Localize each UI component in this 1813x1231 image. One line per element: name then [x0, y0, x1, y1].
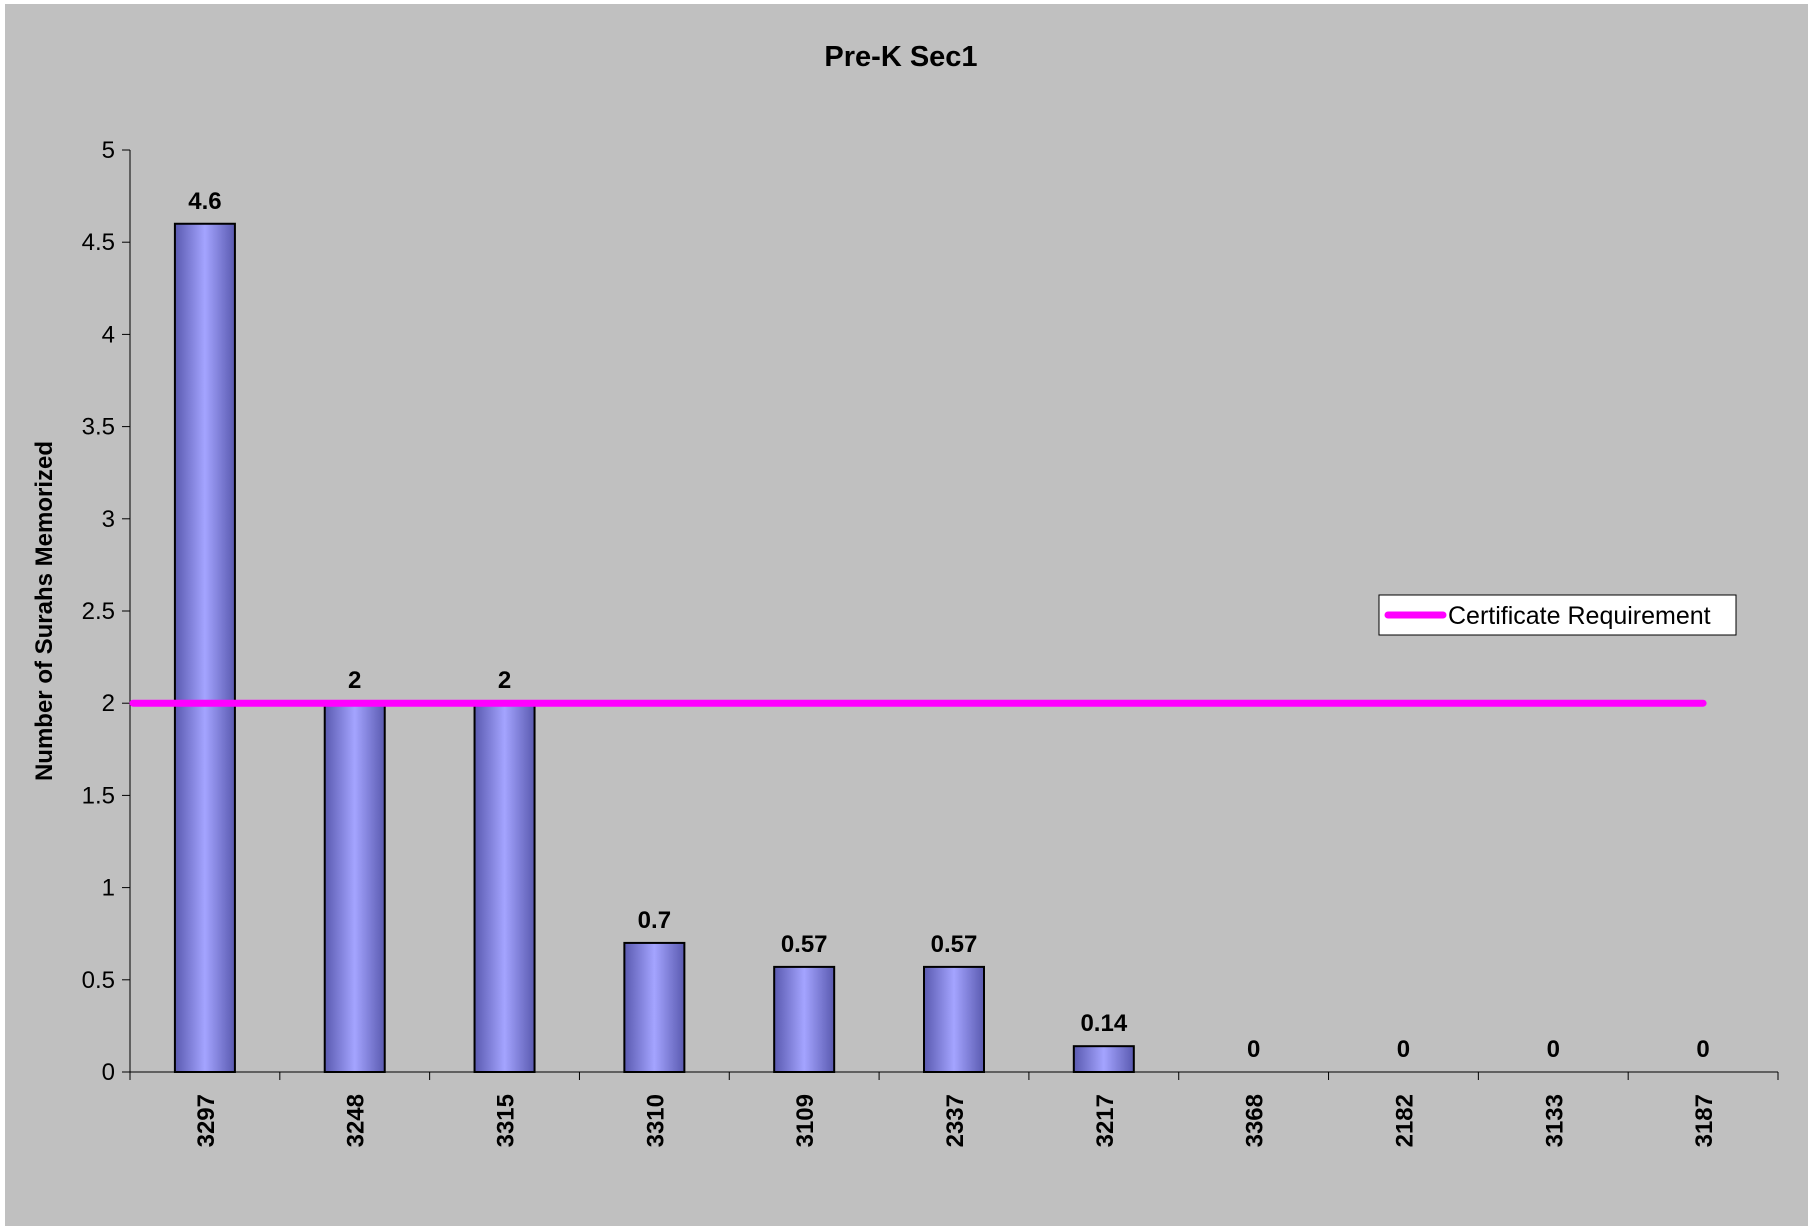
- x-tick-label: 3310: [642, 1094, 669, 1147]
- y-tick-label: 2: [102, 690, 115, 717]
- bar-value-label: 0.57: [781, 931, 828, 958]
- y-tick-label: 1.5: [82, 782, 115, 809]
- y-tick-label: 4: [102, 321, 115, 348]
- y-tick-label: 0.5: [82, 967, 115, 994]
- bar: [323, 702, 386, 1073]
- chart-title: Pre-K Sec1: [824, 41, 977, 73]
- x-tick-label: 3217: [1092, 1094, 1119, 1147]
- bar: [773, 965, 836, 1074]
- y-tick-label: 3: [102, 506, 115, 533]
- bar-chart: Pre-K Sec1 Number of Surahs Memorized 00…: [31, 41, 1779, 1147]
- bar: [1072, 1045, 1135, 1073]
- y-axis-title: Number of Surahs Memorized: [31, 441, 58, 781]
- x-tick-label: 3248: [343, 1094, 370, 1147]
- bar: [473, 702, 536, 1073]
- x-tick-label: 3109: [792, 1094, 819, 1147]
- bar-value-label: 2: [348, 667, 361, 694]
- x-tick-label: 2182: [1391, 1094, 1418, 1147]
- x-tick-label: 3187: [1691, 1094, 1718, 1147]
- x-tick-label: 3297: [193, 1094, 220, 1147]
- data-labels: 4.6 2 2 0.7 0.57 0.57 0.14 0 0 0 0: [188, 188, 1710, 1063]
- y-tick-label: 2.5: [82, 598, 115, 625]
- bar-value-label: 0.7: [638, 907, 671, 934]
- bar-value-label: 4.6: [188, 188, 221, 215]
- legend-label: Certificate Requirement: [1448, 602, 1711, 630]
- bar-value-label: 2: [498, 667, 511, 694]
- bar-value-label: 0: [1247, 1036, 1260, 1063]
- bars: [173, 222, 1135, 1074]
- bar-value-label: 0.57: [931, 931, 978, 958]
- bar: [173, 222, 236, 1073]
- y-tick-label: 3.5: [82, 414, 115, 441]
- bar-value-label: 0.14: [1080, 1010, 1127, 1037]
- legend: Certificate Requirement: [1378, 594, 1737, 636]
- y-tick-label: 4.5: [82, 229, 115, 256]
- bar-value-label: 0: [1547, 1036, 1560, 1063]
- bar-value-label: 0: [1397, 1036, 1410, 1063]
- x-tick-label: 3133: [1541, 1094, 1568, 1147]
- bar: [623, 941, 686, 1073]
- x-tick-label: 2337: [942, 1094, 969, 1147]
- x-tick-label: 3315: [493, 1094, 520, 1147]
- x-tick-label: 3368: [1242, 1094, 1269, 1147]
- y-tick-label: 5: [102, 137, 115, 164]
- x-axis: 3297 3248 3315 3310 3109 2337 3217 3368 2182 3133…: [129, 1071, 1779, 1147]
- y-tick-label: 1: [102, 875, 115, 902]
- y-tick-label: 0: [102, 1059, 115, 1086]
- bar: [923, 965, 985, 1074]
- y-axis: 0 0.5 1 1.5 2 2.5 3 3.5 4 4.5 5: [82, 137, 131, 1086]
- bar-value-label: 0: [1696, 1036, 1709, 1063]
